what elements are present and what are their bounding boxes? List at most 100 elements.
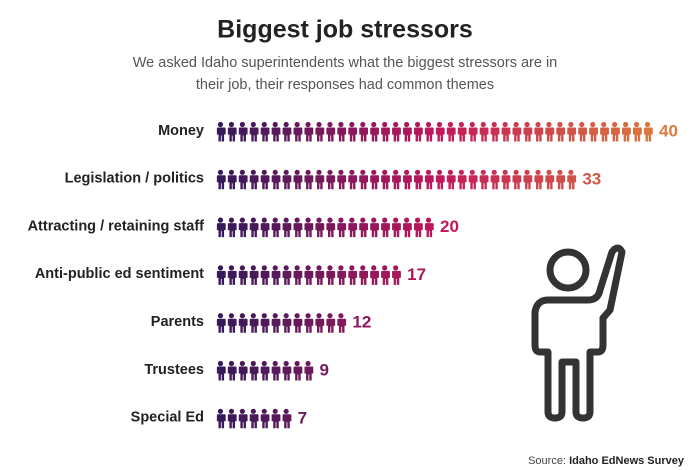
person-head [349, 169, 355, 175]
chart-title: Biggest job stressors [217, 16, 473, 44]
person-head [447, 121, 454, 128]
icon-row [216, 169, 577, 190]
person-body [238, 223, 248, 238]
person-head [217, 408, 224, 414]
person-head [502, 169, 508, 175]
person-head [327, 265, 333, 271]
person-body [566, 175, 577, 190]
person-head [283, 408, 289, 414]
person-head [480, 169, 486, 175]
person-head [327, 121, 333, 128]
person-head [425, 217, 432, 223]
icon-row [216, 121, 653, 142]
decorative-person [531, 244, 626, 422]
person-head [491, 121, 497, 128]
person-head [382, 217, 388, 223]
person-head [294, 313, 300, 319]
person-body [314, 270, 325, 285]
person-head [502, 121, 508, 128]
person-head [250, 217, 256, 223]
person-head [404, 169, 410, 175]
person-body [325, 270, 336, 285]
person-body [446, 127, 456, 142]
person-body [216, 270, 226, 285]
person-body [413, 127, 423, 142]
category-label: Attracting / retaining staff [28, 218, 205, 234]
source-name: Idaho EdNews Survey [569, 455, 685, 467]
person-head [404, 217, 410, 223]
person-head [513, 169, 519, 175]
person-body [347, 223, 358, 238]
person-head [316, 169, 322, 175]
person-body [216, 127, 226, 142]
person-body [271, 270, 281, 285]
person-head [360, 265, 366, 271]
person-body [271, 223, 281, 238]
person-body [391, 127, 401, 142]
person-head [425, 169, 432, 175]
person-body [424, 127, 434, 142]
person-head [535, 121, 541, 128]
person-head [305, 121, 311, 128]
person-body [555, 175, 566, 190]
person-head [513, 121, 519, 128]
person-body [577, 127, 588, 142]
person-body [303, 127, 314, 142]
person-body [271, 127, 281, 142]
person-head [338, 217, 344, 223]
person-head [458, 169, 464, 175]
person-head [414, 121, 421, 128]
person-body [227, 223, 237, 238]
person-body [314, 175, 325, 190]
person-head [327, 169, 333, 175]
person-body [479, 175, 489, 190]
person-body [249, 366, 259, 381]
value-label: 20 [440, 217, 459, 236]
person-head [590, 121, 596, 128]
person-body [522, 175, 533, 190]
person-head [469, 121, 475, 128]
person-body [380, 223, 390, 238]
person-body [260, 366, 270, 381]
person-body [325, 223, 336, 238]
person-head [250, 121, 256, 128]
person-head [480, 121, 486, 128]
person-body [325, 318, 336, 333]
person-body [435, 175, 445, 190]
person-head [217, 121, 224, 128]
person-body [500, 175, 511, 190]
person-head [261, 408, 267, 414]
person-body [216, 175, 226, 190]
person-body [336, 223, 347, 238]
category-label: Legislation / politics [65, 171, 204, 187]
person-body [314, 223, 325, 238]
person-head [272, 313, 278, 319]
person-body [260, 175, 270, 190]
category-label: Money [158, 123, 204, 139]
person-head [371, 217, 377, 223]
person-head [283, 265, 289, 271]
person-body [216, 414, 226, 429]
person-head [535, 169, 541, 175]
category-label: Special Ed [131, 410, 204, 426]
value-label: 40 [659, 121, 678, 140]
person-body [292, 127, 303, 142]
person-head [294, 265, 300, 271]
person-body [314, 127, 325, 142]
person-body [281, 414, 292, 429]
person-head [250, 408, 256, 414]
person-body [358, 127, 369, 142]
person-body [292, 270, 303, 285]
person-body [544, 127, 555, 142]
person-head [272, 121, 278, 128]
person-body [325, 127, 336, 142]
person-head [393, 265, 399, 271]
person-head [228, 360, 235, 367]
person-head [436, 169, 443, 175]
person-head [316, 217, 322, 223]
person-body [566, 127, 577, 142]
person-body [511, 175, 522, 190]
person-body [358, 270, 369, 285]
person-body [325, 175, 336, 190]
